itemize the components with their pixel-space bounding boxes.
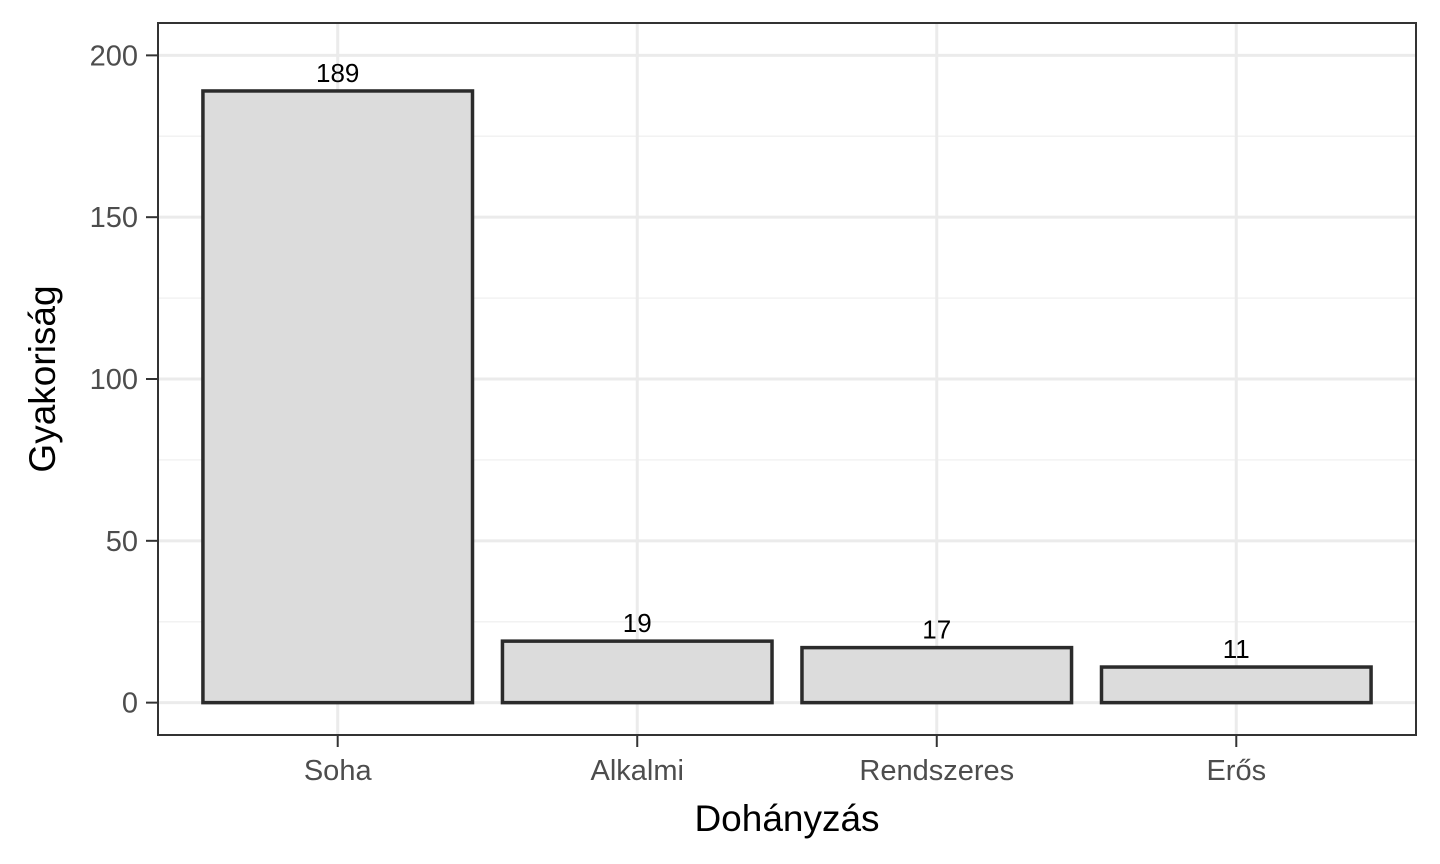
x-axis: Soha Alkalmi Rendszeres Erős bbox=[304, 735, 1266, 787]
data-labels: 189 19 17 11 bbox=[316, 58, 1250, 664]
y-tick-label: 200 bbox=[90, 40, 138, 72]
x-tick-label: Soha bbox=[304, 755, 373, 787]
bar-value-label: 19 bbox=[623, 608, 652, 638]
y-axis: 0 50 100 150 200 bbox=[90, 40, 158, 720]
y-axis-title: Gyakoriság bbox=[22, 285, 63, 472]
bar bbox=[1099, 665, 1373, 705]
x-tick-label: Rendszeres bbox=[859, 755, 1014, 787]
y-tick-label: 150 bbox=[90, 202, 138, 234]
y-tick-label: 100 bbox=[90, 364, 138, 396]
bar-value-label: 17 bbox=[922, 615, 951, 645]
bar bbox=[201, 89, 475, 705]
bar bbox=[800, 645, 1074, 705]
y-tick-label: 50 bbox=[106, 526, 138, 558]
y-tick-label: 0 bbox=[122, 688, 138, 720]
x-axis-title: Dohányzás bbox=[694, 798, 879, 839]
bar bbox=[500, 639, 774, 705]
bar-value-label: 189 bbox=[316, 58, 359, 88]
bar-value-label: 11 bbox=[1223, 634, 1250, 664]
x-tick-label: Erős bbox=[1206, 755, 1266, 787]
bars bbox=[201, 89, 1373, 705]
x-tick-label: Alkalmi bbox=[591, 755, 684, 787]
